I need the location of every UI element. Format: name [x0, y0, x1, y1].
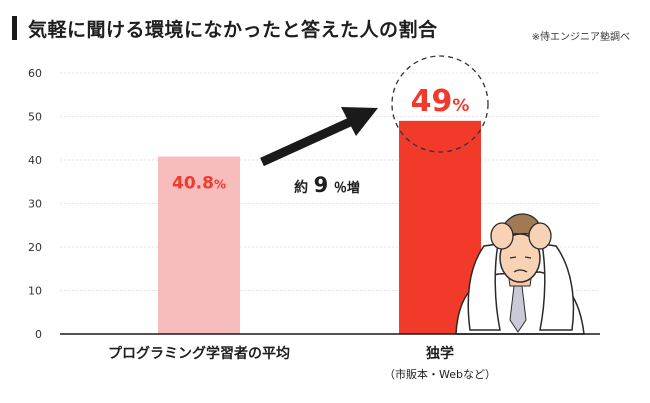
category-label-1: 独学 [426, 345, 454, 362]
y-tick-label-60: 60 [28, 67, 42, 80]
source-note: ※侍エンジニア塾調べ [531, 32, 630, 43]
category-sublabel-1: （市販本・Webなど） [384, 367, 496, 381]
bars: 40.8% 49% [158, 84, 481, 334]
annotation-suffix: ％増 [334, 180, 360, 196]
y-tick-label-0: 0 [35, 328, 42, 341]
y-tick-label-40: 40 [28, 154, 42, 167]
annotation-number: 9 [314, 173, 329, 197]
bar-value-label-1: 49% [411, 84, 470, 119]
title-accent-bar [12, 16, 17, 40]
stressed-person-illustration [455, 213, 585, 335]
page-title: 気軽に聞ける環境になかったと答えた人の割合 [28, 19, 438, 41]
bar-value-label-0: 40.8% [172, 174, 226, 194]
growth-arrow-icon [260, 107, 378, 167]
growth-annotation: 約 9 ％増 [294, 173, 360, 197]
bar-0 [158, 156, 240, 334]
y-tick-label-20: 20 [28, 241, 42, 254]
y-tick-label-30: 30 [28, 198, 42, 211]
category-label-0: プログラミング学習者の平均 [108, 345, 290, 362]
emphasis-dashed-circle [391, 55, 489, 153]
annotation-prefix: 約 [294, 179, 308, 196]
y-axis-ticks: 0 10 20 30 40 50 60 [28, 67, 42, 341]
y-tick-label-50: 50 [28, 111, 42, 124]
y-tick-label-10: 10 [28, 285, 42, 298]
